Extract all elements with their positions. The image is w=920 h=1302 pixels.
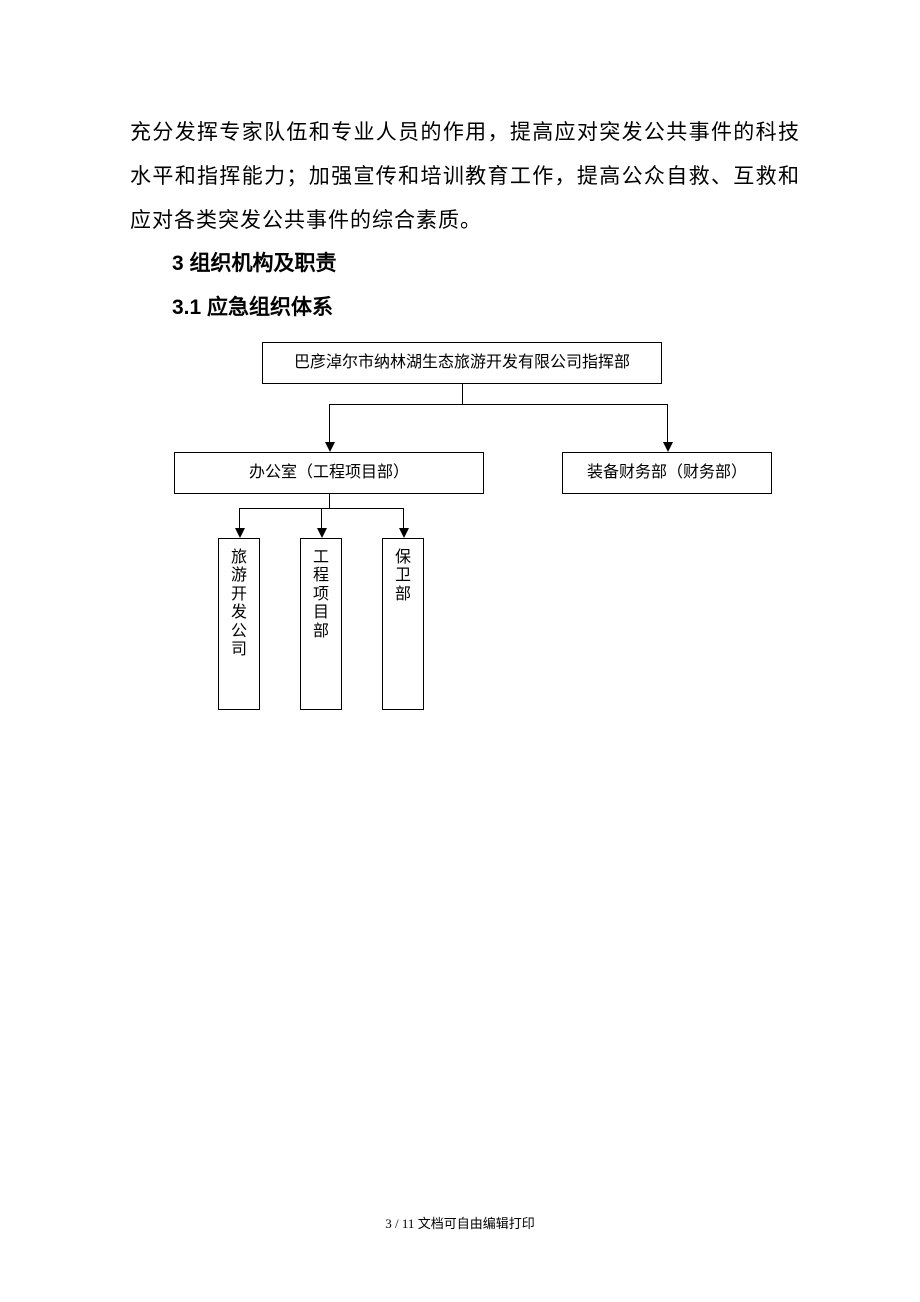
connector-line [329,494,330,508]
page-number-current: 3 [385,1216,392,1231]
body-paragraph: 充分发挥专家队伍和专业人员的作用，提高应对突发公共事件的科技水平和指挥能力；加强… [130,110,800,242]
org-node-tourism: 旅游开发公司 [218,538,260,710]
org-node-root: 巴彦淖尔市纳林湖生态旅游开发有限公司指挥部 [262,342,662,384]
org-node-label: 旅游开发公司 [231,549,247,659]
page-number-total: 11 [402,1216,415,1231]
page-separator: / [395,1216,402,1231]
arrow-head-icon [663,442,673,452]
org-chart: 巴彦淖尔市纳林湖生态旅游开发有限公司指挥部 办公室（工程项目部） 装备财务部（财… [130,342,800,762]
connector-line [329,404,330,442]
heading-3-1: 3.1 应急组织体系 [130,286,800,330]
heading-3: 3 组织机构及职责 [130,242,800,286]
org-node-label: 装备财务部（财务部） [587,463,747,484]
org-node-label: 办公室（工程项目部） [249,463,409,484]
connector-line [329,404,668,405]
connector-line [667,404,668,442]
org-node-label: 工程项目部 [313,549,329,641]
org-node-label: 巴彦淖尔市纳林湖生态旅游开发有限公司指挥部 [294,353,630,374]
org-node-security: 保卫部 [382,538,424,710]
arrow-head-icon [399,528,409,538]
arrow-head-icon [317,528,327,538]
connector-line [462,384,463,404]
org-node-label: 保卫部 [395,549,411,604]
org-node-office: 办公室（工程项目部） [174,452,484,494]
page-footer: 3 / 11 文档可自由编辑打印 [0,1213,920,1232]
org-node-finance: 装备财务部（财务部） [562,452,772,494]
org-node-engineering: 工程项目部 [300,538,342,710]
connector-line [321,508,322,528]
arrow-head-icon [235,528,245,538]
footer-note: 文档可自由编辑打印 [418,1216,535,1231]
connector-line [403,508,404,528]
arrow-head-icon [325,442,335,452]
connector-line [239,508,240,528]
